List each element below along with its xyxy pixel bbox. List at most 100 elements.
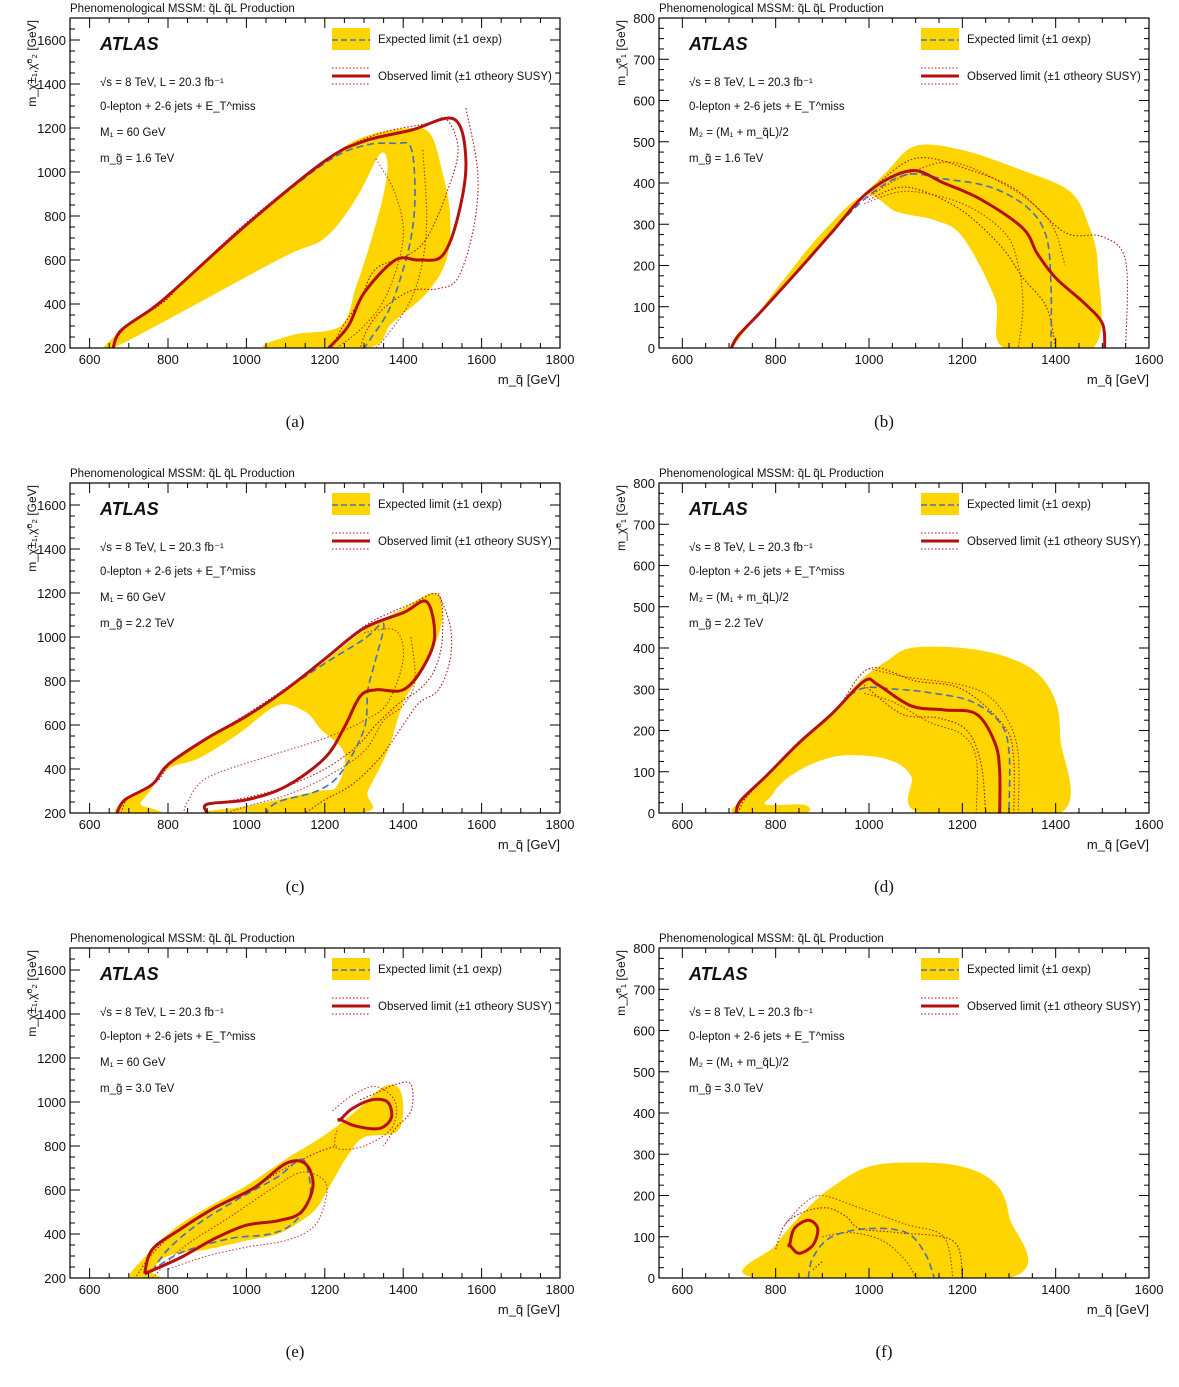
y-axis-label: m_χ̃⁰₁ [GeV] — [614, 485, 628, 551]
legend-band-swatch — [921, 493, 959, 515]
x-tick-label: 1400 — [1041, 1282, 1070, 1297]
y-axis-label: m_χ̃±₁,χ̃⁰₂ [GeV] — [25, 950, 39, 1037]
gluino-mass-label: m_g̃ = 1.6 TeV — [100, 153, 175, 165]
y-axis-label: m_χ̃⁰₁ [GeV] — [614, 20, 628, 86]
y-tick-label: 1000 — [37, 165, 66, 180]
x-tick-label: 1400 — [389, 817, 418, 832]
y-tick-label: 0 — [648, 1271, 655, 1286]
x-tick-label: 1000 — [855, 352, 884, 367]
x-tick-label: 1600 — [467, 352, 496, 367]
y-tick-label: 500 — [633, 600, 655, 615]
observed-limit-line — [111, 116, 468, 348]
y-tick-label: 200 — [633, 259, 655, 274]
x-tick-label: 600 — [79, 352, 101, 367]
atlas-label: ATLAS — [688, 499, 748, 519]
y-axis-label: m_χ̃±₁,χ̃⁰₂ [GeV] — [25, 20, 39, 107]
gluino-mass-label: m_g̃ = 1.6 TeV — [689, 153, 764, 165]
process-title: Phenomenological MSSM: q̃L q̃L Productio… — [659, 468, 884, 480]
x-tick-label: 800 — [765, 817, 787, 832]
observed-theory-line — [336, 158, 404, 348]
chart-d: 600 800 1000 1200 1400 1600 0 100 200 300 400 500 60… — [614, 468, 1163, 852]
caption-b: (b) — [874, 412, 894, 431]
x-tick-label: 1400 — [1041, 352, 1070, 367]
energy-lumi-label: √s = 8 TeV, L = 20.3 fb⁻¹ — [689, 1006, 813, 1019]
plot-area — [128, 1081, 414, 1278]
energy-lumi-label: √s = 8 TeV, L = 20.3 fb⁻¹ — [100, 541, 224, 554]
y-tick-label: 1200 — [37, 1051, 66, 1066]
chart-c: 600 800 1000 1200 1400 1600 1800 200 400 600 800 10… — [25, 468, 574, 852]
panel-c: 600 800 1000 1200 1400 1600 1800 200 400 600 800 10… — [0, 465, 590, 922]
y-tick-label: 800 — [44, 1139, 66, 1154]
atlas-label: ATLAS — [99, 34, 159, 54]
x-tick-label: 800 — [157, 352, 179, 367]
x-tick-label: 1000 — [855, 817, 884, 832]
y-tick-label: 0 — [648, 341, 655, 356]
y-tick-label: 0 — [648, 806, 655, 821]
x-tick-label: 600 — [671, 817, 693, 832]
y-tick-label: 100 — [633, 1230, 655, 1245]
x-tick-label: 1200 — [948, 352, 977, 367]
observed-limit-island — [787, 1218, 820, 1255]
caption-c: (c) — [285, 877, 305, 896]
x-axis-label: m_q̃ [GeV] — [498, 372, 560, 387]
legend-expected-label: Expected limit (±1 σexp) — [967, 499, 1091, 511]
expected-limit-line — [807, 1227, 936, 1278]
legend-band-swatch — [921, 958, 959, 980]
y-tick-label: 600 — [44, 1183, 66, 1198]
legend-expected-label: Expected limit (±1 σexp) — [967, 964, 1091, 976]
expected-limit-line — [116, 622, 385, 813]
observed-theory-line — [120, 593, 444, 813]
x-tick-label: 800 — [765, 352, 787, 367]
legend-observed-label: Observed limit (±1 σtheory SUSY) — [967, 71, 1141, 83]
selection-label: 0-lepton + 2-6 jets + E_T^miss — [100, 1031, 256, 1043]
panel-d: 600 800 1000 1200 1400 1600 0 100 200 300 400 500 60… — [589, 465, 1179, 922]
expected-band — [114, 592, 443, 813]
x-axis-label: m_q̃ [GeV] — [1087, 1302, 1149, 1317]
legend-band-swatch — [332, 958, 370, 980]
observed-theory-line — [359, 1081, 414, 1147]
y-tick-label: 200 — [44, 1271, 66, 1286]
observed-limit-island — [337, 1097, 394, 1131]
selection-label: 0-lepton + 2-6 jets + E_T^miss — [689, 566, 845, 578]
mass-parameter-label: M₁ = 60 GeV — [100, 592, 166, 604]
selection-label: 0-lepton + 2-6 jets + E_T^miss — [689, 101, 845, 113]
mass-parameter-label: M₁ = 60 GeV — [100, 127, 166, 139]
panel-f: 600 800 1000 1200 1400 1600 0 100 200 300 400 500 60… — [589, 930, 1179, 1387]
y-tick-label: 400 — [44, 297, 66, 312]
legend-expected-label: Expected limit (±1 σexp) — [967, 34, 1091, 46]
panel-e: 600 800 1000 1200 1400 1600 1800 200 400 600 800 10… — [0, 930, 590, 1387]
observed-theory-line — [868, 157, 1128, 348]
expected-band — [128, 1084, 404, 1278]
legend-band-swatch — [921, 28, 959, 50]
x-tick-label: 800 — [157, 817, 179, 832]
legend-observed-label: Observed limit (±1 σtheory SUSY) — [967, 1001, 1141, 1013]
y-tick-label: 200 — [44, 341, 66, 356]
chart-a: 600 800 1000 1200 1400 1600 1800 200 400 600 800 10… — [25, 3, 574, 387]
y-tick-label: 300 — [633, 217, 655, 232]
y-tick-label: 1200 — [37, 121, 66, 136]
y-tick-label: 200 — [633, 1189, 655, 1204]
atlas-label: ATLAS — [688, 964, 748, 984]
x-tick-label: 1200 — [310, 817, 339, 832]
panel-b: 600 800 1000 1200 1400 1600 0 100 200 300 400 500 60… — [589, 0, 1179, 457]
x-tick-label: 1200 — [948, 817, 977, 832]
caption-a: (a) — [285, 412, 305, 431]
legend-observed-label: Observed limit (±1 σtheory SUSY) — [378, 536, 552, 548]
x-axis-label: m_q̃ [GeV] — [1087, 837, 1149, 852]
x-tick-label: 600 — [79, 1282, 101, 1297]
panel-a: 600 800 1000 1200 1400 1600 1800 200 400 600 800 10… — [0, 0, 590, 457]
y-tick-label: 800 — [633, 476, 655, 491]
y-tick-label: 1400 — [37, 1007, 66, 1022]
chart-e: 600 800 1000 1200 1400 1600 1800 200 400 600 800 10… — [25, 933, 574, 1317]
y-tick-label: 800 — [633, 941, 655, 956]
y-axis-label: m_χ̃±₁,χ̃⁰₂ [GeV] — [25, 485, 39, 572]
observed-theory-line — [304, 592, 453, 813]
observed-theory-line — [784, 1194, 954, 1278]
x-tick-label: 1400 — [389, 352, 418, 367]
expected-band — [731, 144, 1102, 348]
process-title: Phenomenological MSSM: q̃L q̃L Productio… — [70, 933, 295, 945]
legend-band-swatch — [332, 493, 370, 515]
y-tick-label: 500 — [633, 1065, 655, 1080]
chart-b: 600 800 1000 1200 1400 1600 0 100 200 300 400 500 60… — [614, 3, 1163, 387]
process-title: Phenomenological MSSM: q̃L q̃L Productio… — [659, 933, 884, 945]
